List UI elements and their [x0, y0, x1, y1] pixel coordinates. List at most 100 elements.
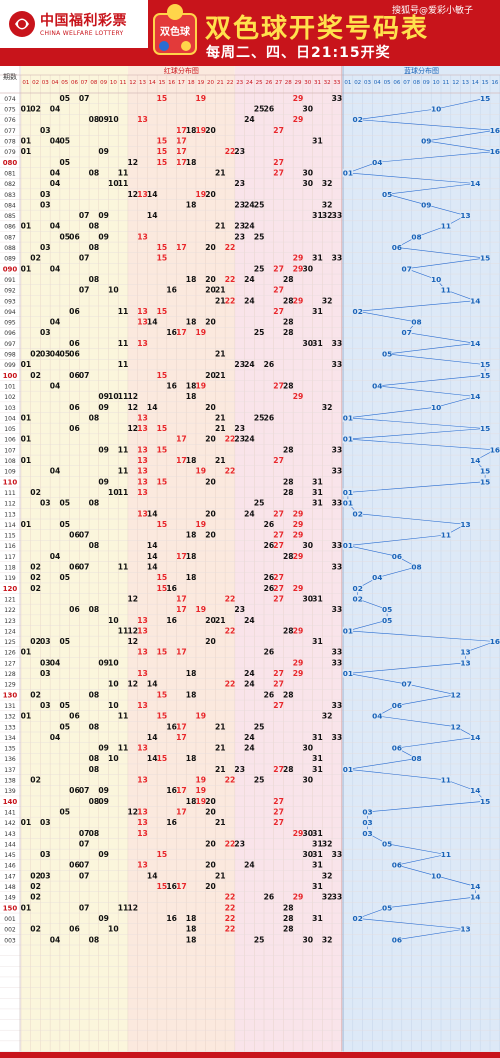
- blue-ball-bg: [342, 626, 353, 635]
- red-ball-number: 03: [40, 850, 51, 859]
- issue-number: 127: [4, 660, 16, 667]
- red-ball-number: 05: [59, 701, 70, 710]
- blue-ball-bg: [440, 286, 451, 295]
- red-ball-number: 26: [264, 690, 275, 699]
- red-column-header: 31: [314, 80, 321, 86]
- red-ball-number: 10: [108, 701, 119, 710]
- red-ball-number: 06: [69, 339, 80, 348]
- red-ball-number: 03: [40, 701, 51, 710]
- blue-column-header: 07: [403, 80, 410, 86]
- red-ball-number: 29: [293, 264, 304, 273]
- red-column-header: 20: [207, 80, 214, 86]
- issue-number: 149: [4, 895, 16, 902]
- red-ball-number: 24: [244, 861, 255, 870]
- red-ball-number: 27: [273, 264, 284, 273]
- red-column-header: 27: [275, 80, 282, 86]
- blue-ball-number: 02: [353, 914, 363, 923]
- red-ball-number: 01: [21, 435, 32, 444]
- issue-number: 084: [4, 202, 16, 209]
- red-column-header: 13: [139, 80, 146, 86]
- red-ball-number: 09: [98, 850, 109, 859]
- red-ball-number: 21: [215, 456, 226, 465]
- blue-ball-number: 14: [470, 296, 480, 305]
- issue-number: 092: [4, 288, 16, 295]
- issue-number: 086: [4, 224, 16, 231]
- blue-ball-bg: [440, 530, 451, 539]
- blue-ball-bg: [460, 925, 471, 934]
- red-ball-number: 04: [50, 935, 61, 944]
- red-ball-number: 09: [98, 211, 109, 220]
- red-ball-number: 30: [302, 179, 313, 188]
- red-ball-number: 29: [293, 531, 304, 540]
- red-ball-number: 01: [21, 818, 32, 827]
- blue-ball-bg: [382, 605, 393, 614]
- blue-ball-bg: [431, 104, 442, 113]
- blue-ball-bg: [431, 403, 442, 412]
- red-ball-number: 29: [293, 94, 304, 103]
- red-ball-number: 31: [312, 829, 323, 838]
- red-ball-number: 30: [302, 744, 313, 753]
- red-ball-number: 18: [186, 690, 197, 699]
- row-header-label: 期数: [3, 72, 17, 81]
- red-ball-number: 11: [118, 744, 129, 753]
- red-ball-number: 08: [89, 168, 100, 177]
- blue-ball-bg: [460, 658, 471, 667]
- red-ball-number: 17: [176, 605, 187, 614]
- red-ball-number: 13: [137, 456, 148, 465]
- blue-ball-bg: [372, 573, 383, 582]
- red-ball-number: 31: [312, 307, 323, 316]
- blue-ball-number: 16: [490, 147, 500, 156]
- red-ball-number: 26: [264, 648, 275, 657]
- red-ball-number: 06: [69, 712, 80, 721]
- red-ball-number: 06: [69, 232, 80, 241]
- red-ball-number: 14: [147, 680, 158, 689]
- red-ball-number: 33: [332, 648, 343, 657]
- red-ball-number: 05: [59, 158, 70, 167]
- red-ball-number: 01: [21, 360, 32, 369]
- red-ball-number: 28: [283, 275, 294, 284]
- blue-ball-bg: [480, 467, 491, 476]
- red-ball-number: 22: [225, 893, 236, 902]
- issue-number: 143: [4, 831, 16, 838]
- red-ball-number: 32: [322, 871, 333, 880]
- blue-column-header: 13: [462, 80, 469, 86]
- red-ball-number: 17: [176, 786, 187, 795]
- red-ball-number: 17: [176, 243, 187, 252]
- badge-text: 双色球: [160, 25, 191, 38]
- red-ball-number: 33: [332, 94, 343, 103]
- red-ball-number: 20: [205, 531, 216, 540]
- red-ball-number: 15: [157, 254, 168, 263]
- red-ball-number: 27: [273, 680, 284, 689]
- blue-ball-bg: [401, 264, 412, 273]
- red-ball-number: 20: [205, 861, 216, 870]
- red-ball-number: 24: [244, 669, 255, 678]
- red-ball-number: 05: [59, 94, 70, 103]
- issue-number: 147: [4, 873, 16, 880]
- red-ball-number: 23: [234, 232, 245, 241]
- red-ball-number: 15: [157, 371, 168, 380]
- red-ball-number: 05: [59, 722, 70, 731]
- red-ball-number: 20: [205, 318, 216, 327]
- red-ball-number: 31: [312, 733, 323, 742]
- blue-ball-number: 14: [470, 339, 480, 348]
- blue-ball-number: 02: [353, 509, 363, 518]
- issue-number: 075: [4, 107, 16, 114]
- red-ball-number: 21: [215, 765, 226, 774]
- red-ball-number: 27: [273, 126, 284, 135]
- red-ball-number: 32: [322, 211, 333, 220]
- red-ball-number: 20: [205, 807, 216, 816]
- red-ball-number: 15: [157, 94, 168, 103]
- blue-ball-bg: [431, 871, 442, 880]
- red-ball-number: 27: [273, 797, 284, 806]
- issue-number: 145: [4, 852, 16, 859]
- blue-ball-bg: [352, 914, 363, 923]
- blue-ball-bg: [421, 136, 432, 145]
- red-ball-number: 16: [166, 584, 177, 593]
- red-ball-number: 02: [30, 776, 41, 785]
- red-ball-number: 32: [322, 403, 333, 412]
- logo-english-text: CHINA WELFARE LOTTERY: [40, 30, 124, 37]
- blue-ball-number: 14: [470, 786, 480, 795]
- red-ball-number: 10: [108, 754, 119, 763]
- red-ball-number: 20: [205, 190, 216, 199]
